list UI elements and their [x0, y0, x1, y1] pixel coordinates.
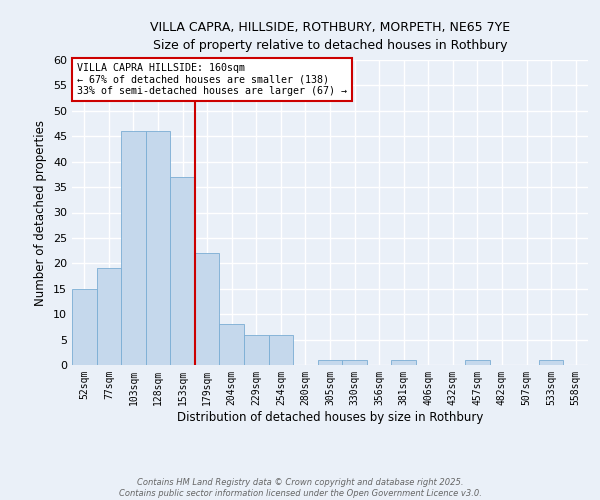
- Bar: [244, 334, 269, 365]
- Bar: [146, 131, 170, 365]
- Text: VILLA CAPRA HILLSIDE: 160sqm
← 67% of detached houses are smaller (138)
33% of s: VILLA CAPRA HILLSIDE: 160sqm ← 67% of de…: [77, 63, 347, 96]
- Bar: [72, 289, 97, 365]
- Bar: [97, 268, 121, 365]
- X-axis label: Distribution of detached houses by size in Rothbury: Distribution of detached houses by size …: [177, 410, 483, 424]
- Title: VILLA CAPRA, HILLSIDE, ROTHBURY, MORPETH, NE65 7YE
Size of property relative to : VILLA CAPRA, HILLSIDE, ROTHBURY, MORPETH…: [150, 21, 510, 52]
- Bar: [170, 177, 195, 365]
- Bar: [391, 360, 416, 365]
- Bar: [318, 360, 342, 365]
- Text: Contains HM Land Registry data © Crown copyright and database right 2025.
Contai: Contains HM Land Registry data © Crown c…: [119, 478, 481, 498]
- Y-axis label: Number of detached properties: Number of detached properties: [34, 120, 47, 306]
- Bar: [539, 360, 563, 365]
- Bar: [195, 253, 220, 365]
- Bar: [342, 360, 367, 365]
- Bar: [220, 324, 244, 365]
- Bar: [465, 360, 490, 365]
- Bar: [269, 334, 293, 365]
- Bar: [121, 131, 146, 365]
